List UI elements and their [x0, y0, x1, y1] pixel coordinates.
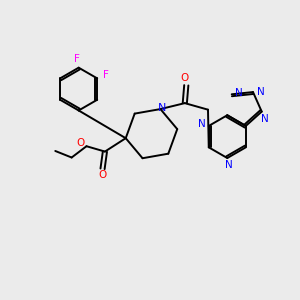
Text: O: O: [181, 74, 189, 83]
Text: N: N: [198, 119, 206, 129]
Text: N: N: [256, 87, 264, 97]
Text: N: N: [261, 114, 268, 124]
Text: O: O: [98, 170, 107, 180]
Text: F: F: [74, 54, 80, 64]
Text: N: N: [235, 88, 243, 98]
Text: F: F: [103, 70, 109, 80]
Text: N: N: [158, 103, 166, 112]
Text: O: O: [76, 138, 85, 148]
Text: N: N: [225, 160, 232, 170]
